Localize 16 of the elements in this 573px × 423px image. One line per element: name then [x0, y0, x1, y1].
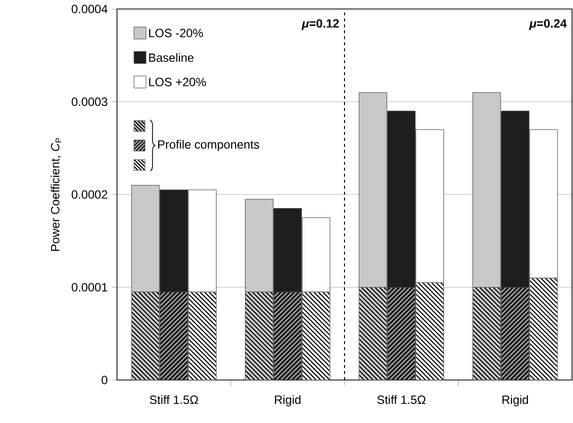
x-tick-label: Rigid: [274, 395, 300, 406]
y-tick-label: 0.0004: [72, 4, 108, 14]
y-tick-label: 0.0003: [72, 98, 108, 106]
legend-label: LOS +20%: [149, 78, 206, 86]
annotation: μ=0.12: [302, 19, 339, 30]
y-tick-label: 0.0002: [72, 190, 108, 199]
legend-label: Baseline: [149, 53, 194, 62]
legend-label: LOS -20%: [149, 28, 203, 38]
annotation: Profile components: [158, 140, 260, 152]
annotation: μ=0.24: [529, 19, 567, 30]
y-tick-label: 0.0001: [72, 283, 108, 292]
y-axis-title: Power Coefficient, C$_{P}$: [50, 138, 62, 251]
x-tick-label: Stiff 1.5Ω: [377, 395, 426, 404]
x-tick-label: Stiff 1.5Ω: [150, 395, 198, 404]
y-tick-label: 0: [102, 376, 108, 384]
x-tick-label: Rigid: [502, 395, 528, 406]
